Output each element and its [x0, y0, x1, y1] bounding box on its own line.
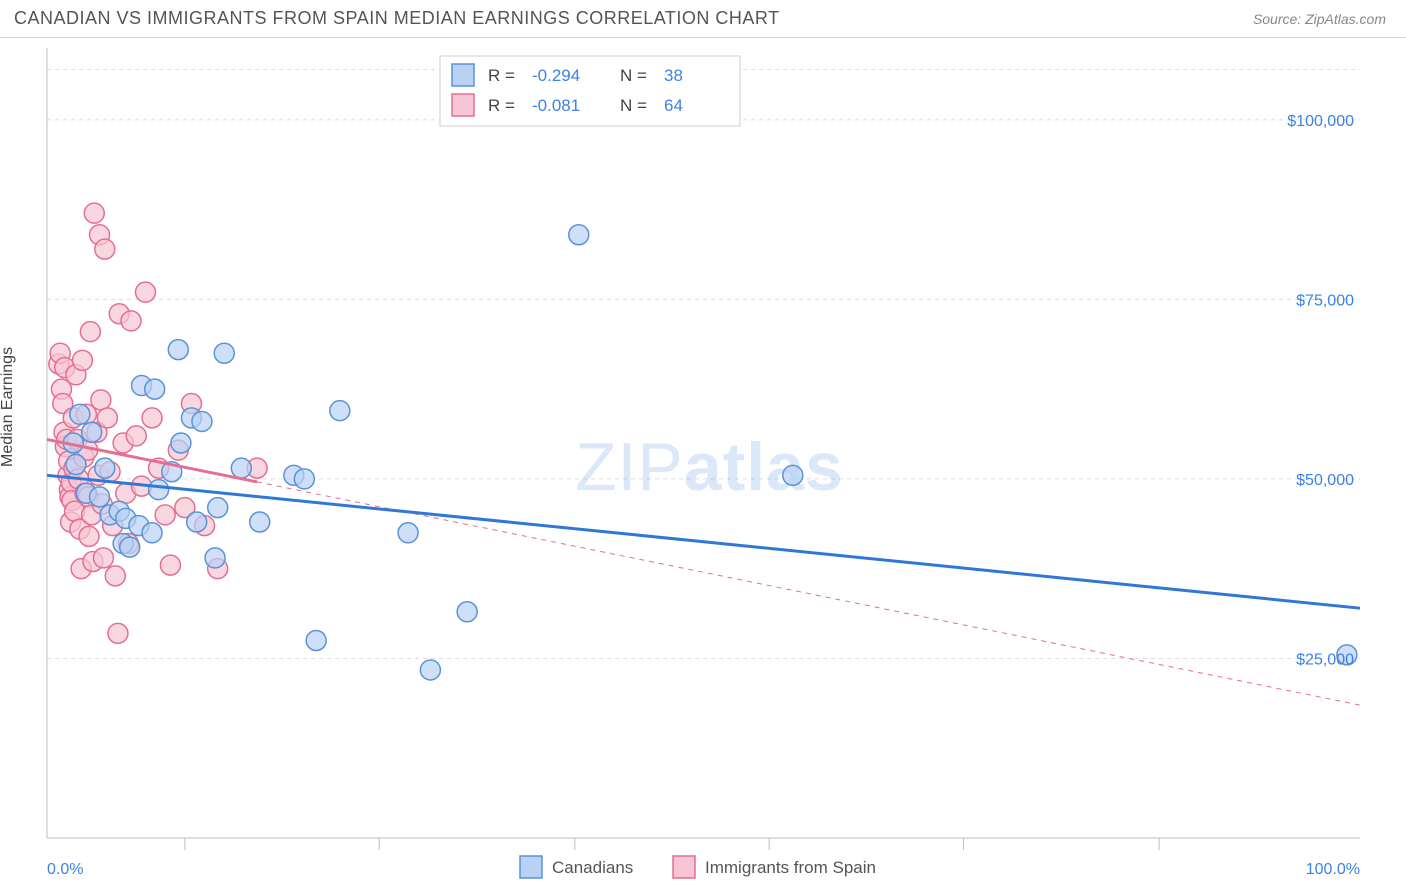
- svg-text:64: 64: [664, 96, 683, 115]
- gridlines: [47, 70, 1360, 659]
- svg-text:Immigrants from Spain: Immigrants from Spain: [705, 858, 876, 877]
- scatter-chart: ZIPatlas R = -0.294 N = 38 R = -0.081 N = 64 Ca…: [0, 38, 1406, 888]
- chart-title: CANADIAN VS IMMIGRANTS FROM SPAIN MEDIAN…: [14, 8, 780, 29]
- svg-text:N =: N =: [620, 66, 647, 85]
- svg-text:-0.294: -0.294: [532, 66, 580, 85]
- series-legend: Canadians Immigrants from Spain: [520, 856, 876, 878]
- svg-text:Canadians: Canadians: [552, 858, 633, 877]
- svg-text:R =: R =: [488, 96, 515, 115]
- chart-container: Median Earnings ZIPatlas R =-0.294N =38R…: [0, 38, 1406, 888]
- svg-text:$25,000: $25,000: [1296, 651, 1354, 668]
- svg-text:-0.081: -0.081: [532, 96, 580, 115]
- watermark: ZIPatlas: [575, 429, 844, 505]
- svg-text:R =: R =: [488, 66, 515, 85]
- svg-text:$50,000: $50,000: [1296, 472, 1354, 489]
- svg-text:100.0%: 100.0%: [1306, 861, 1360, 878]
- chart-header: CANADIAN VS IMMIGRANTS FROM SPAIN MEDIAN…: [0, 0, 1406, 38]
- y-tick-labels: $25,000 $50,000 $75,000 $100,000: [1287, 113, 1354, 669]
- svg-text:38: 38: [664, 66, 683, 85]
- svg-text:0.0%: 0.0%: [47, 861, 83, 878]
- x-tick-labels: 0.0% 100.0%: [47, 861, 1360, 878]
- chart-source: Source: ZipAtlas.com: [1253, 11, 1386, 27]
- svg-text:N =: N =: [620, 96, 647, 115]
- svg-text:$75,000: $75,000: [1296, 292, 1354, 309]
- svg-text:$100,000: $100,000: [1287, 113, 1354, 130]
- correlation-legend: R = -0.294 N = 38 R = -0.081 N = 64: [440, 56, 740, 126]
